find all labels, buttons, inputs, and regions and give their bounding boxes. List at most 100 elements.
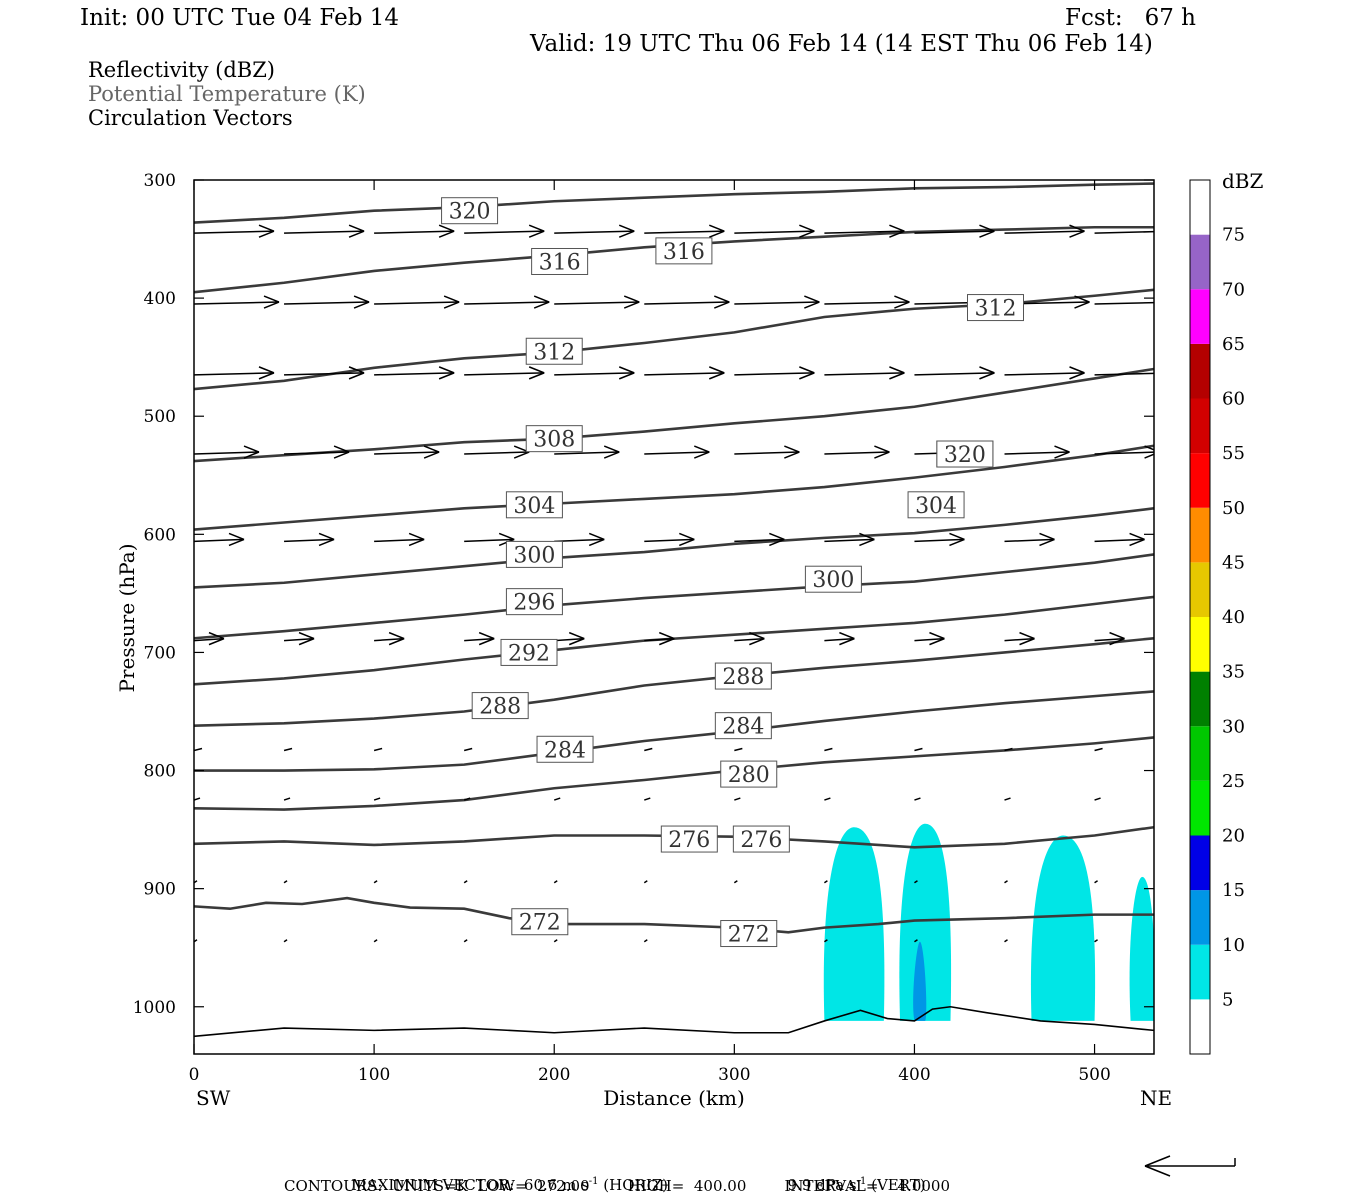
circulation-vector (463, 880, 468, 884)
circulation-vector (284, 451, 350, 455)
circulation-vector-head (258, 230, 275, 238)
circulation-vector-head (659, 631, 675, 640)
circulation-vector-head (1039, 532, 1055, 541)
svg-text:312: 312 (533, 340, 575, 365)
x-tick-label: 200 (538, 1065, 570, 1085)
colorbar-bin (1190, 835, 1210, 891)
x-left-end-label: SW (196, 1086, 231, 1110)
svg-text:320: 320 (944, 443, 986, 468)
circulation-vector-head (258, 224, 275, 232)
colorbar-bin (1190, 671, 1210, 727)
circulation-vector-head (618, 366, 635, 374)
circulation-vector-head (533, 295, 550, 303)
x-tick-label: 300 (718, 1065, 750, 1085)
circulation-vector-head (348, 366, 365, 374)
colorbar-label: 15 (1222, 880, 1245, 901)
circulation-vector-head (408, 532, 425, 541)
circulation-vector (824, 230, 905, 234)
circulation-vector-head (769, 538, 785, 547)
footer-vert-vector: 9.9 dPa s-1 (VERT) (787, 1176, 926, 1194)
y-tick-label: 500 (144, 407, 176, 427)
colorbar-bin (1190, 780, 1210, 836)
colorbar-label: 70 (1222, 279, 1245, 300)
circulation-vector (1004, 451, 1070, 455)
circulation-vector-head (694, 445, 710, 453)
circulation-vector (554, 301, 640, 305)
x-tick-label: 100 (358, 1065, 390, 1085)
circulation-vector (643, 880, 648, 884)
circulation-vector-head (894, 301, 910, 309)
contour-label-296: 296 (505, 588, 563, 616)
circulation-vector-head (694, 451, 710, 459)
contour-label-276: 276 (660, 825, 718, 853)
circulation-vector (554, 637, 585, 642)
circulation-vector-head (603, 445, 620, 453)
circulation-vector-head (348, 230, 365, 238)
y-tick-label: 700 (144, 643, 176, 663)
circulation-vector-head (528, 372, 545, 380)
circulation-vector-head (228, 538, 245, 547)
colorbar-bin (1190, 343, 1210, 399)
circulation-vector (374, 451, 440, 455)
circulation-vector (553, 797, 561, 801)
circulation-vector-head (498, 532, 515, 541)
legend-reflectivity: Reflectivity (dBZ) (88, 58, 276, 82)
circulation-vector (644, 747, 653, 752)
circulation-vector (734, 747, 743, 752)
circulation-vector (644, 372, 725, 376)
circulation-vector-head (588, 538, 605, 547)
circulation-vector-head (618, 224, 635, 232)
circulation-vector-head (533, 301, 550, 309)
circulation-vector (644, 301, 730, 305)
forecast-hour: Fcst: 67 h (1065, 5, 1196, 31)
reflectivity-cell (899, 823, 952, 1021)
colorbar-label: 65 (1222, 334, 1245, 355)
circulation-vector (194, 372, 275, 376)
circulation-vector (1004, 637, 1035, 642)
contour-label-316: 316 (655, 237, 713, 265)
circulation-vector (914, 747, 923, 752)
circulation-vector-head (353, 301, 370, 309)
circulation-vector-head (659, 637, 675, 646)
circulation-vector-head (679, 538, 695, 547)
circulation-vector-head (263, 301, 280, 309)
circulation-vector (463, 747, 473, 752)
svg-text:272: 272 (728, 923, 770, 948)
circulation-vector-head (1160, 225, 1175, 231)
circulation-vector-head (1165, 296, 1180, 302)
circulation-vector-head (243, 451, 260, 459)
colorbar-bin (1190, 617, 1210, 672)
circulation-vector-head (1074, 301, 1090, 309)
colorbar-label: 45 (1222, 552, 1245, 573)
circulation-vector (914, 797, 921, 801)
circulation-vector-head (478, 637, 495, 646)
circulation-vector (1094, 880, 1098, 884)
svg-text:296: 296 (513, 591, 555, 616)
circulation-vector (1004, 939, 1008, 943)
circulation-vector (734, 538, 785, 543)
circulation-vector-head (769, 532, 785, 541)
circulation-vector (914, 939, 918, 943)
circulation-vector-head (804, 301, 820, 309)
contour-label-300: 300 (804, 565, 862, 593)
theta-contour-284 (194, 690, 1154, 772)
circulation-vector-head (799, 224, 815, 232)
colorbar-label: 5 (1222, 989, 1233, 1010)
circulation-vector-head (208, 637, 225, 646)
circulation-vector-head (839, 631, 855, 640)
x-right-end-label: NE (1140, 1086, 1172, 1110)
colorbar-bin (1190, 398, 1210, 454)
circulation-vector (373, 880, 378, 884)
colorbar-label: 50 (1222, 498, 1245, 519)
colorbar-label: 55 (1222, 443, 1245, 464)
circulation-vector-head (714, 295, 730, 303)
circulation-vector-head (388, 631, 405, 640)
theta-contour-280 (194, 736, 1154, 811)
circulation-vector-head (1129, 538, 1145, 547)
circulation-vector (914, 637, 945, 642)
footer-max-vector: MAXIMUM VECTOR: 60.6 m s-1 (HORIZ) (351, 1176, 669, 1194)
svg-text:316: 316 (663, 240, 705, 265)
contour-label-292: 292 (500, 638, 558, 666)
circulation-vector (824, 747, 833, 752)
